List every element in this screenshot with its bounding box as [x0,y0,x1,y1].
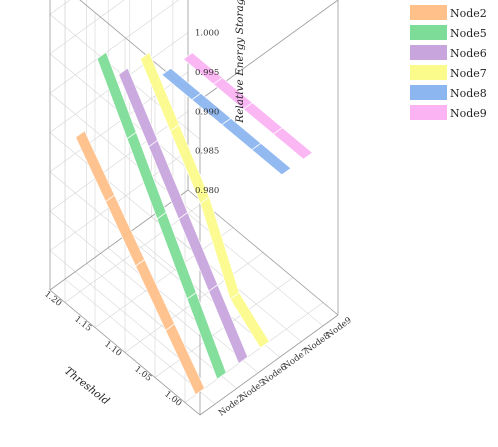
ribbon-node8 [161,67,292,176]
ribbon-node2 [75,130,206,396]
legend-swatch-node5 [410,25,447,40]
legend-label-node8: Node8 [450,87,487,100]
legend-swatch-node9 [410,105,447,120]
back-grid-z-2 [49,111,189,212]
floor-grid-node-1 [86,263,237,389]
x-tick-label: 1.05 [132,364,153,384]
floor-grid-x-3 [94,227,234,328]
node-tick-label: Node9 [325,316,354,341]
ribbon-segment-node6-3 [208,284,249,365]
ribbon-node5 [96,51,227,380]
ribbon-segment-node9-1 [212,77,254,110]
x-axis-title: Threshold [62,365,112,408]
back-grid-z-7 [49,0,71,15]
legend-label-node6: Node6 [450,47,487,60]
x-tick-label: 1.15 [72,314,93,334]
box-edge-0 [49,289,201,416]
x-tick-label: 1.20 [42,289,63,309]
floor-grid-node-2 [108,247,259,374]
ribbon-node6 [118,67,249,365]
box-edge-3 [199,314,339,416]
ribbon-segment-node7-3 [229,292,270,349]
z-tick-label: 0.990 [195,107,219,117]
z-tick-label: 0.980 [195,186,219,196]
box-edge-1 [49,189,189,291]
ribbon-node9 [182,52,314,160]
ribbon-segment-node9-3 [272,127,314,160]
floor-grid-node-5 [172,200,324,327]
ribbon-segment-node2-3 [165,323,206,396]
ribbon-segment-node5-3 [186,291,227,380]
z-tick-label: 0.995 [195,68,219,78]
z-axis-title: Relative Energy Storage Capacity [234,0,246,124]
legend-swatch-node6 [410,45,447,60]
floor-grid-x-0 [184,302,324,403]
legend-label-node5: Node5 [450,27,487,40]
ribbon-segment-node9-2 [242,102,284,135]
legend-label-node2: Node2 [450,7,487,20]
z-tick-label: 1.000 [195,29,219,39]
legend: Node2 Node5 Node6 Node7 Node8 Node9 [410,5,487,120]
legend-swatch-node2 [410,5,447,20]
ribbon-segment-node8-3 [251,142,292,176]
legend-label-node7: Node7 [450,67,487,80]
back-grid-z-5 [49,0,180,94]
legend-label-node9: Node9 [450,107,487,120]
z-tick-label: 0.985 [195,147,219,157]
x-tick-label: 1.10 [102,339,123,359]
legend-swatch-node8 [410,85,447,100]
back-grid-z-3 [49,71,189,173]
back-grid-z-4 [49,32,189,133]
back-grid-z-6 [49,0,125,54]
legend-swatch-node7 [410,65,447,80]
x-tick-label: 1.00 [162,389,183,409]
ribbon-series [75,51,314,396]
ribbon-node7 [139,51,270,349]
